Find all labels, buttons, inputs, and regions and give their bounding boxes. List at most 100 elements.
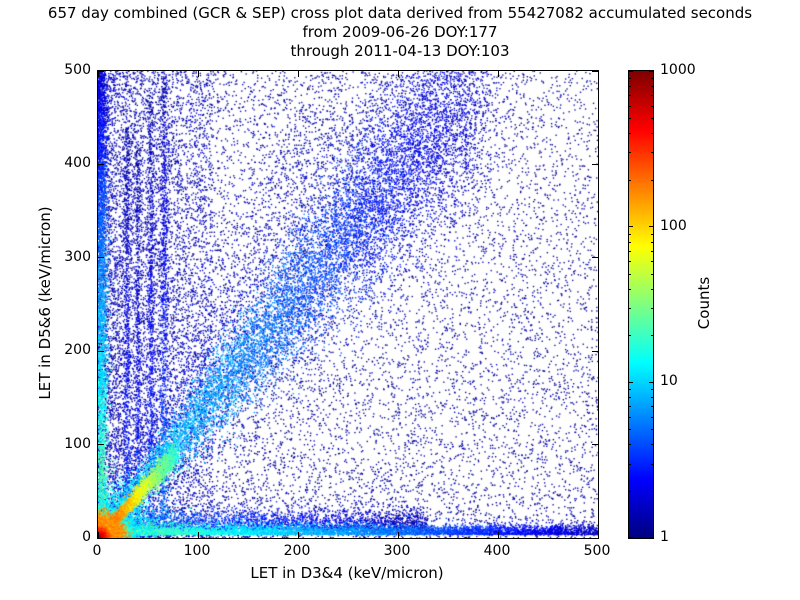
colorbar-minor-tick: [629, 491, 631, 493]
colorbar-tick-mark: [629, 226, 633, 228]
y-tick-mark: [98, 537, 104, 539]
colorbar-minor-tick: [629, 78, 631, 80]
colorbar-minor-tick: [629, 416, 631, 418]
colorbar-minor-tick: [629, 463, 631, 465]
colorbar-minor-tick: [629, 444, 631, 446]
y-tick-label: 0: [82, 529, 91, 545]
colorbar-minor-tick: [629, 105, 631, 107]
x-tick-label: 0: [92, 543, 102, 559]
colorbar-tick-mark: [649, 381, 653, 383]
y-tick-label: 300: [64, 248, 91, 265]
colorbar-tick-label: 1000: [660, 62, 696, 78]
colorbar-minor-tick: [629, 406, 631, 408]
y-tick-mark: [98, 70, 104, 72]
plot-canvas: [98, 71, 598, 538]
colorbar-minor-tick: [629, 233, 631, 235]
y-tick-label: 400: [64, 155, 91, 172]
colorbar-minor-tick: [651, 152, 653, 154]
x-tick-mark: [597, 532, 599, 538]
colorbar-tick-label: 100: [660, 217, 687, 234]
colorbar-minor-tick: [651, 416, 653, 418]
colorbar-tick-mark: [629, 71, 633, 72]
colorbar-minor-tick: [629, 261, 631, 263]
colorbar-tick-mark: [629, 537, 633, 538]
colorbar-gradient: [629, 71, 653, 538]
colorbar-minor-tick: [629, 308, 631, 310]
figure-subtitle-through: through 2011-04-13 DOY:103: [290, 42, 510, 60]
y-tick-mark: [98, 350, 104, 352]
colorbar-tick-mark: [649, 71, 653, 72]
colorbar-minor-tick: [651, 273, 653, 275]
colorbar-tick-mark: [649, 226, 653, 228]
colorbar-minor-tick: [651, 261, 653, 263]
colorbar-minor-tick: [651, 389, 653, 391]
y-tick-mark: [592, 350, 598, 352]
colorbar-minor-tick: [651, 308, 653, 310]
colorbar-minor-tick: [629, 152, 631, 154]
colorbar-minor-tick: [651, 132, 653, 134]
x-tick-label: 400: [483, 543, 511, 559]
y-tick-mark: [592, 163, 598, 165]
x-tick-mark: [297, 71, 299, 77]
colorbar-minor-tick: [629, 250, 631, 252]
colorbar-minor-tick: [629, 335, 631, 337]
y-tick-label: 500: [64, 62, 91, 78]
x-tick-label: 100: [183, 543, 211, 559]
colorbar-minor-tick: [651, 491, 653, 493]
colorbar-tick-label: 10: [660, 373, 678, 390]
colorbar-minor-tick: [651, 78, 653, 80]
x-tick-mark: [497, 532, 499, 538]
colorbar-minor-tick: [651, 241, 653, 243]
colorbar-minor-tick: [651, 406, 653, 408]
colorbar-minor-tick: [629, 429, 631, 431]
colorbar: [628, 70, 654, 539]
y-tick-label: 100: [64, 435, 91, 452]
x-tick-mark: [597, 71, 599, 77]
colorbar-minor-tick: [651, 117, 653, 119]
x-tick-mark: [97, 71, 99, 77]
colorbar-minor-tick: [651, 397, 653, 399]
colorbar-minor-tick: [651, 335, 653, 337]
y-tick-mark: [98, 163, 104, 165]
x-tick-label: 500: [583, 543, 611, 559]
plot-area: [97, 70, 599, 539]
colorbar-minor-tick: [629, 117, 631, 119]
colorbar-minor-tick: [629, 95, 631, 97]
colorbar-minor-tick: [651, 179, 653, 181]
x-tick-mark: [297, 532, 299, 538]
y-tick-mark: [592, 537, 598, 539]
colorbar-minor-tick: [629, 86, 631, 88]
y-tick-mark: [592, 444, 598, 446]
colorbar-minor-tick: [651, 429, 653, 431]
figure-title: 657 day combined (GCR & SEP) cross plot …: [47, 4, 753, 22]
x-tick-mark: [497, 71, 499, 77]
title-block: 657 day combined (GCR & SEP) cross plot …: [0, 4, 800, 61]
colorbar-minor-tick: [651, 105, 653, 107]
colorbar-minor-tick: [629, 179, 631, 181]
colorbar-minor-tick: [629, 288, 631, 290]
y-tick-label: 200: [64, 342, 91, 359]
x-tick-mark: [197, 71, 199, 77]
x-tick-mark: [397, 532, 399, 538]
colorbar-minor-tick: [651, 95, 653, 97]
colorbar-minor-tick: [651, 288, 653, 290]
colorbar-minor-tick: [629, 397, 631, 399]
colorbar-minor-tick: [651, 444, 653, 446]
y-tick-mark: [592, 257, 598, 259]
colorbar-minor-tick: [651, 233, 653, 235]
figure-subtitle-from: from 2009-06-26 DOY:177: [302, 23, 498, 41]
colorbar-minor-tick: [629, 132, 631, 134]
y-axis-label: LET in D5&6 (keV/micron): [36, 206, 54, 400]
colorbar-tick-mark: [649, 537, 653, 538]
colorbar-label: Counts: [695, 276, 713, 330]
x-tick-label: 300: [383, 543, 411, 559]
colorbar-minor-tick: [651, 463, 653, 465]
y-tick-mark: [98, 444, 104, 446]
colorbar-minor-tick: [629, 241, 631, 243]
colorbar-tick-label: 1: [660, 529, 669, 545]
y-tick-mark: [98, 257, 104, 259]
x-axis-label: LET in D3&4 (keV/micron): [250, 564, 444, 582]
colorbar-tick-mark: [629, 381, 633, 383]
y-tick-mark: [592, 70, 598, 72]
